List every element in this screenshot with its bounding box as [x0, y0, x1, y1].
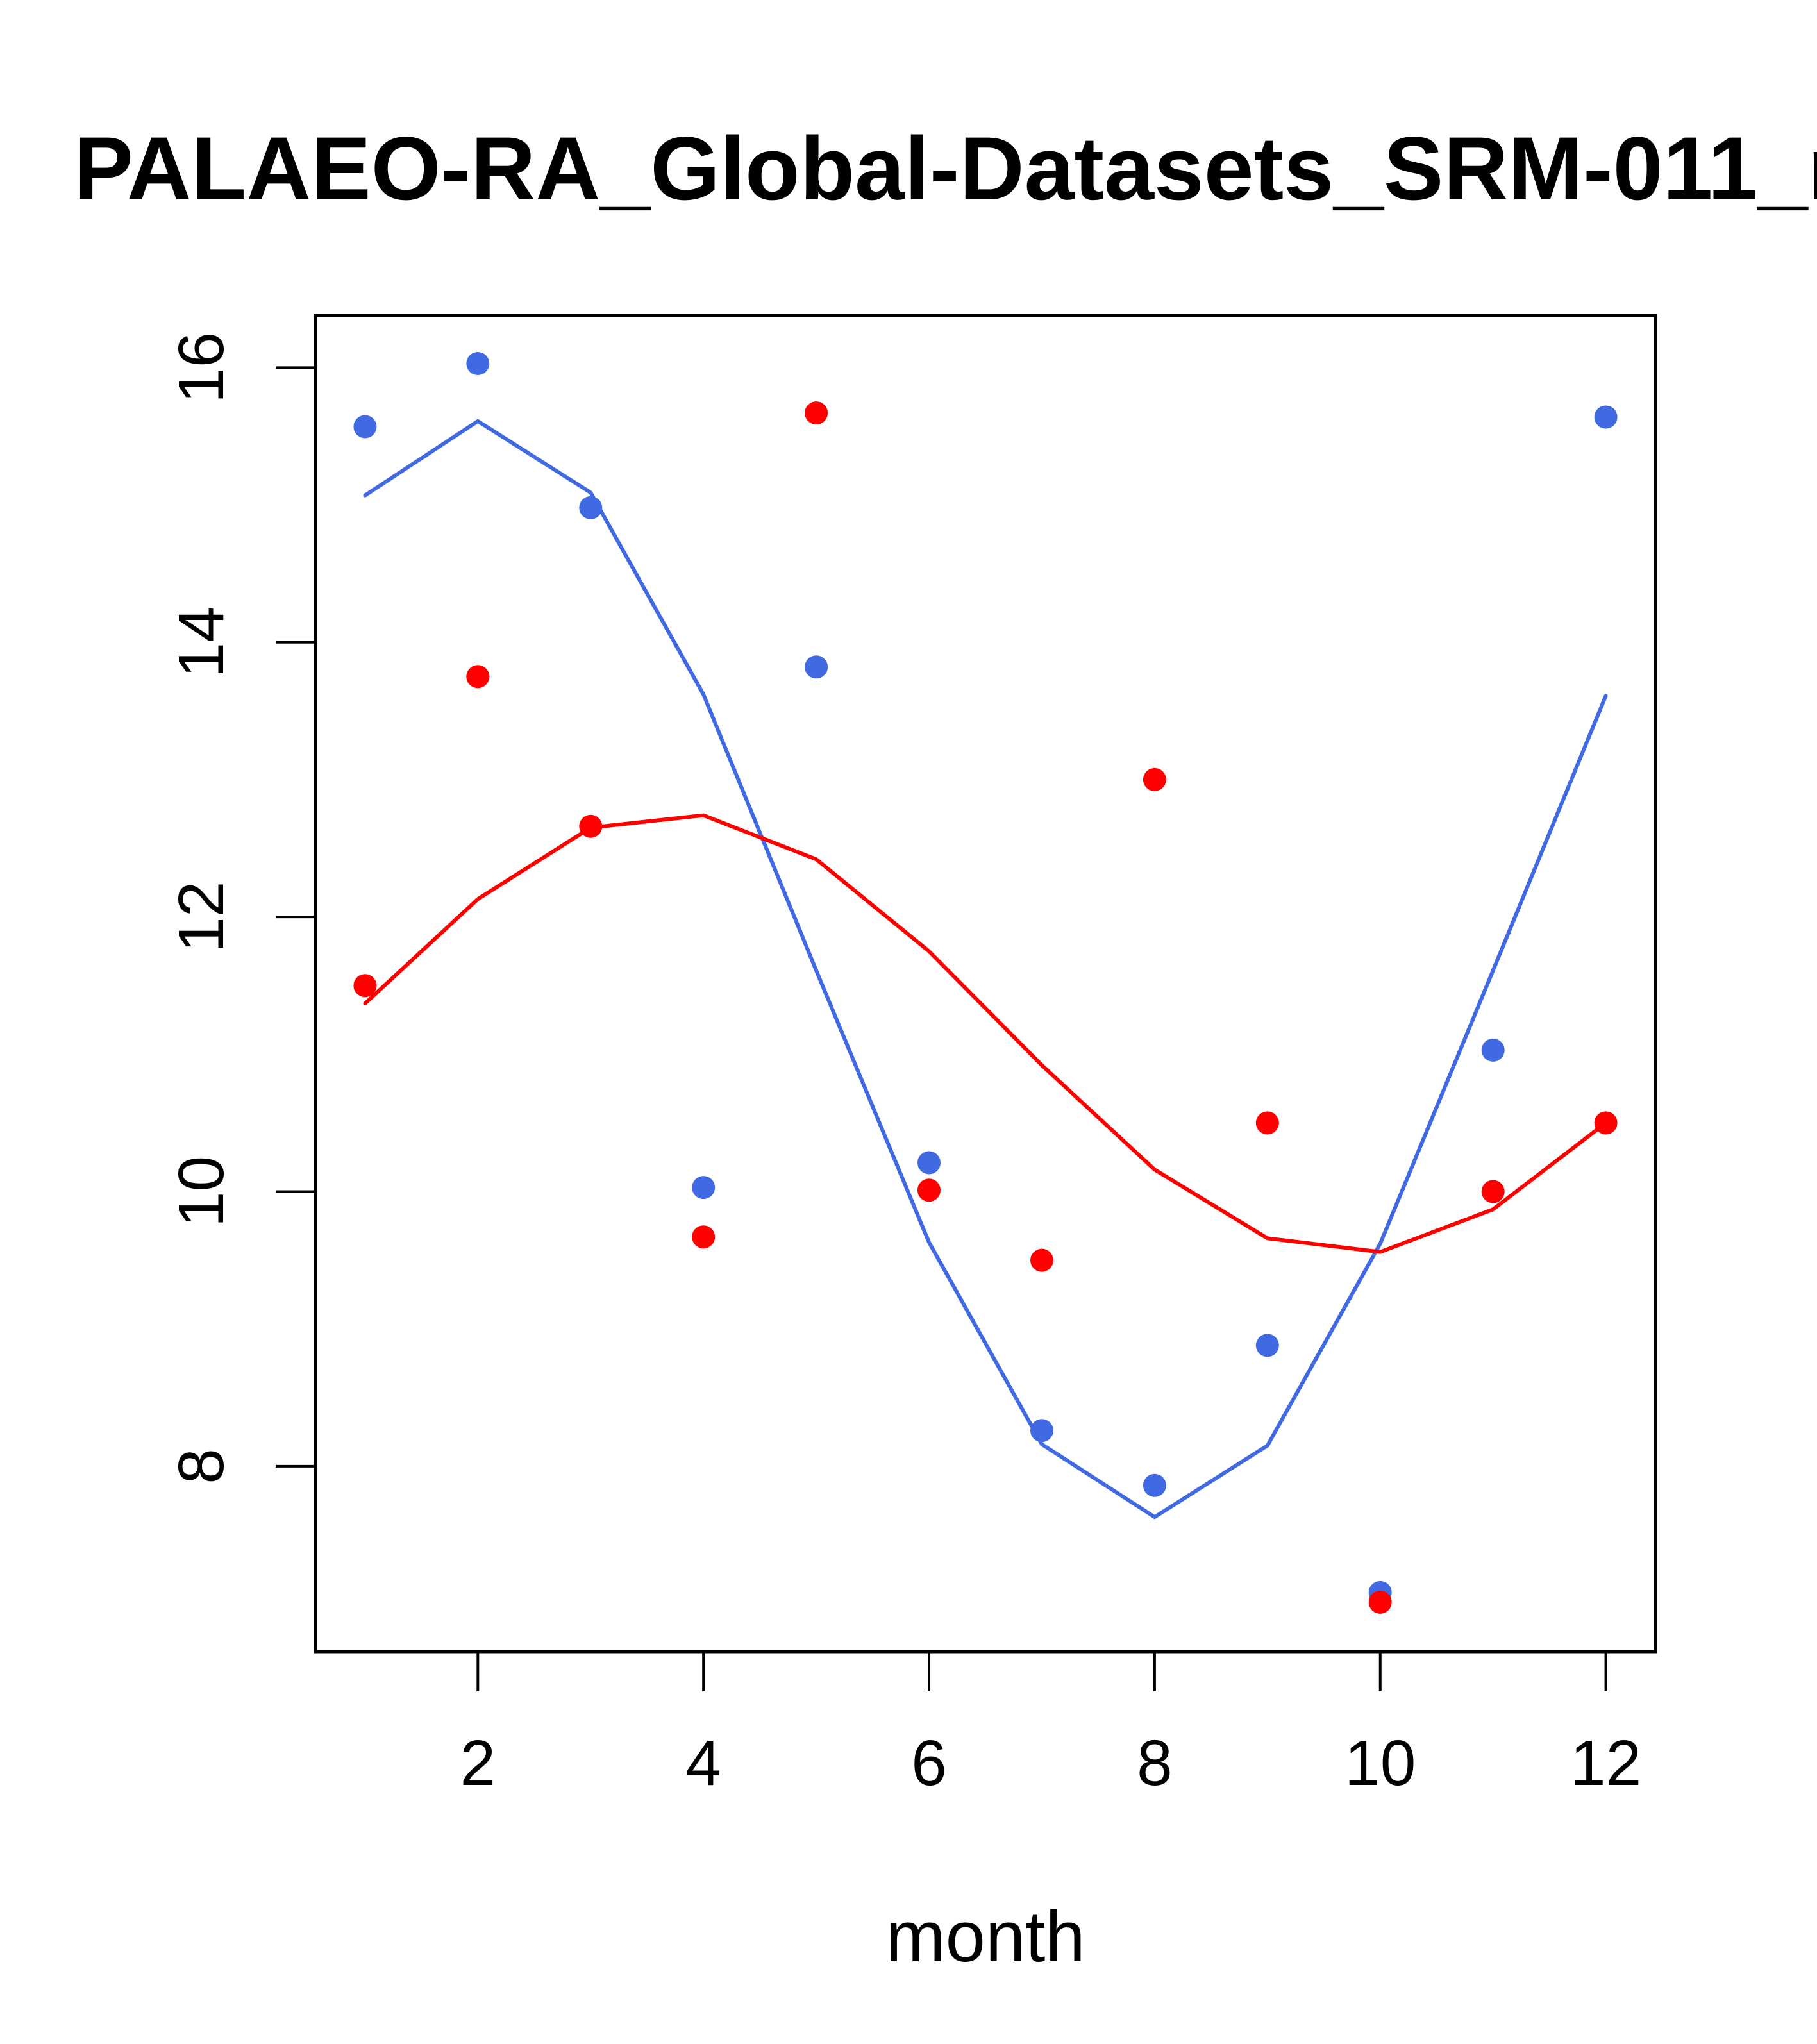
data-point-blue-points-4 — [692, 1176, 716, 1200]
x-tick-label-10: 10 — [1344, 1727, 1416, 1799]
data-point-red-points-3 — [579, 814, 603, 838]
data-point-blue-points-6 — [917, 1151, 941, 1175]
data-point-red-points-2 — [466, 665, 490, 689]
series-line-red-line — [363, 813, 1608, 1254]
plot-frame — [314, 314, 1657, 1654]
y-tick-label-14: 14 — [165, 607, 237, 678]
data-point-red-points-1 — [353, 974, 377, 998]
data-point-red-points-5 — [805, 401, 828, 425]
chart-title: PALAEO-RA_Global-Datasets_SRM-011_nr — [74, 118, 1817, 219]
data-point-blue-points-5 — [805, 655, 828, 679]
data-point-red-points-9 — [1255, 1111, 1279, 1135]
data-point-red-points-12 — [1594, 1111, 1618, 1135]
y-tick-label-8: 8 — [165, 1448, 237, 1484]
x-tick-label-8: 8 — [1137, 1727, 1173, 1799]
data-point-blue-points-1 — [353, 415, 377, 439]
data-point-red-points-7 — [1030, 1248, 1053, 1272]
data-point-blue-points-3 — [579, 496, 603, 519]
data-point-blue-points-7 — [1030, 1419, 1053, 1443]
y-tick-label-12: 12 — [165, 881, 237, 952]
data-point-red-points-8 — [1143, 767, 1166, 791]
x-tick-label-2: 2 — [460, 1727, 496, 1799]
x-axis-label: month — [885, 1897, 1085, 1977]
y-tick-label-16: 16 — [165, 332, 237, 403]
y-tick-label-10: 10 — [165, 1156, 237, 1227]
x-tick-label-4: 4 — [685, 1727, 721, 1799]
y-axis: 8 10 12 14 16 — [165, 332, 315, 1484]
data-point-blue-points-11 — [1481, 1038, 1505, 1062]
x-tick-label-6: 6 — [911, 1727, 947, 1799]
data-point-red-points-11 — [1481, 1180, 1505, 1203]
data-point-blue-points-9 — [1255, 1334, 1279, 1357]
series-line-blue-line — [363, 419, 1608, 1520]
plot-area — [353, 352, 1618, 1614]
x-axis: 2 4 6 8 10 12 — [460, 1652, 1641, 1799]
data-point-red-points-6 — [917, 1178, 941, 1202]
data-point-blue-points-12 — [1594, 405, 1618, 429]
data-point-red-points-4 — [692, 1225, 716, 1249]
data-point-blue-points-8 — [1143, 1473, 1166, 1497]
data-point-blue-points-2 — [466, 352, 490, 375]
x-tick-label-12: 12 — [1570, 1727, 1641, 1799]
data-point-red-points-10 — [1368, 1590, 1392, 1614]
